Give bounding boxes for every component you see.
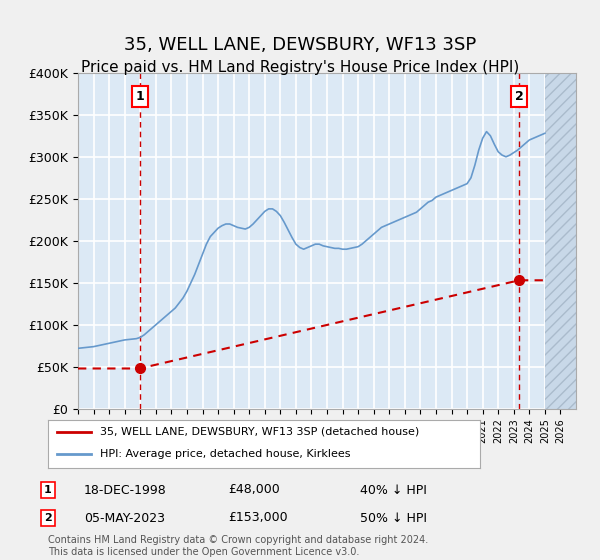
Text: 2: 2 [44, 513, 52, 523]
Text: 35, WELL LANE, DEWSBURY, WF13 3SP: 35, WELL LANE, DEWSBURY, WF13 3SP [124, 36, 476, 54]
Text: 35, WELL LANE, DEWSBURY, WF13 3SP (detached house): 35, WELL LANE, DEWSBURY, WF13 3SP (detac… [100, 427, 419, 437]
Text: £153,000: £153,000 [228, 511, 287, 525]
Text: 05-MAY-2023: 05-MAY-2023 [84, 511, 165, 525]
Text: 40% ↓ HPI: 40% ↓ HPI [360, 483, 427, 497]
Text: 1: 1 [44, 485, 52, 495]
Text: 50% ↓ HPI: 50% ↓ HPI [360, 511, 427, 525]
Text: 1: 1 [135, 90, 144, 103]
Text: HPI: Average price, detached house, Kirklees: HPI: Average price, detached house, Kirk… [100, 449, 350, 459]
Text: Contains HM Land Registry data © Crown copyright and database right 2024.
This d: Contains HM Land Registry data © Crown c… [48, 535, 428, 557]
Text: £48,000: £48,000 [228, 483, 280, 497]
Text: 18-DEC-1998: 18-DEC-1998 [84, 483, 167, 497]
Text: 2: 2 [515, 90, 524, 103]
Text: Price paid vs. HM Land Registry's House Price Index (HPI): Price paid vs. HM Land Registry's House … [81, 60, 519, 74]
